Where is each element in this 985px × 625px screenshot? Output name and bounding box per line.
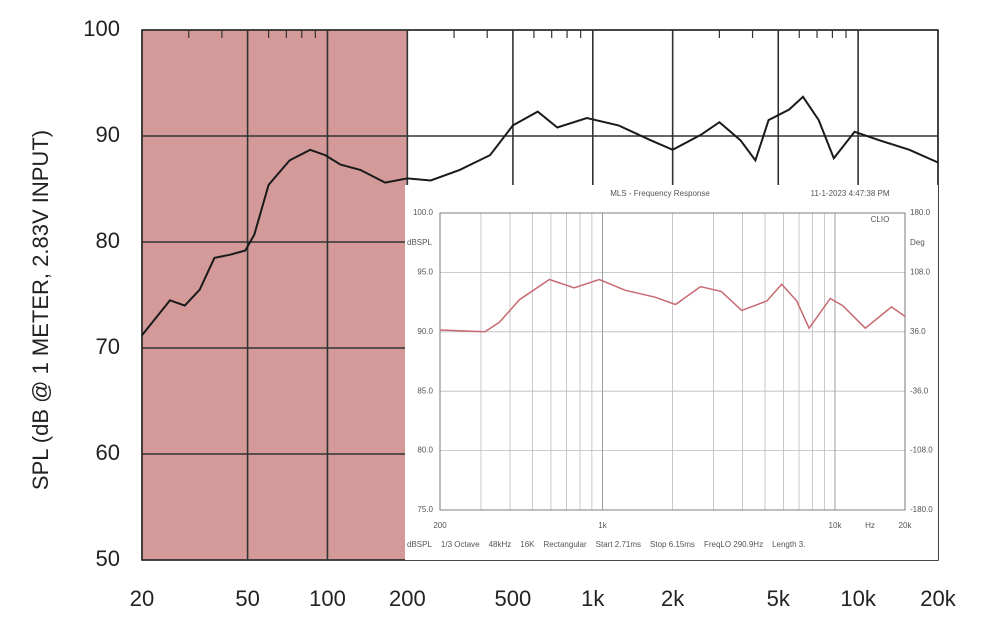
y2-tick-label: 108.0 [910,268,931,277]
x-tick-label: 50 [235,586,259,611]
footer-item: FreqLO 290.9Hz [704,540,763,549]
y-tick-label: 100 [83,16,120,41]
y-tick-label: 95.0 [417,268,433,277]
y2-tick-label: -108.0 [910,446,933,455]
x-tick-label: 200 [433,521,447,530]
y-tick-label: 50 [96,546,120,571]
x-tick-label: 10k [829,521,843,530]
y2-tick-label: 36.0 [910,327,926,336]
x-tick-label: 200 [389,586,426,611]
footer-item: Length 3. [772,540,805,549]
inset-response-line [439,278,906,333]
x-tick-label: 1k [598,521,607,530]
footer-item: Stop 6.15ms [650,540,695,549]
y-tick-label: 75.0 [417,505,433,514]
x-tick-label: 20k [899,521,913,530]
x-tick-label: 10k [840,586,876,611]
y-axis-label: dBSPL [407,238,432,247]
x-tick-label: 500 [495,586,532,611]
y2-tick-label: -36.0 [910,386,929,395]
footer-item: 48kHz [489,540,512,549]
y2-axis-label: Deg [910,238,925,247]
y-tick-label: 85.0 [417,386,433,395]
response-line [141,95,939,336]
inset-title: MLS - Frequency Response [610,189,710,198]
x-tick-label: 2k [661,586,685,611]
x-tick-label: 1k [581,586,605,611]
y2-tick-label: 180.0 [910,208,931,217]
y-tick-label: 60 [96,440,120,465]
inset-footer: dBSPL 1/3 Octave 48kHz 16K Rectangular Start … [407,540,805,549]
footer-item: 1/3 Octave [441,540,480,549]
footer-item: 16K [520,540,535,549]
inset-plot-border [439,212,906,511]
y-tick-label: 100.0 [413,208,434,217]
x-tick-label: 100 [309,586,346,611]
x-tick-label: 5k [767,586,791,611]
x-tick-label: 20 [130,586,154,611]
footer-item: Rectangular [544,540,587,549]
x-tick-label: 20k [920,586,956,611]
y-tick-label: 70 [96,334,120,359]
y-axis-label: SPL (dB @ 1 METER, 2.83V INPUT) [28,130,53,490]
inset-subtitle: 11-1-2023 4:47:38 PM [810,189,889,198]
brand: CLIO [871,215,890,224]
y-tick-label: 80 [96,228,120,253]
y-tick-label: 90.0 [417,327,433,336]
y-tick-label: 90 [96,122,120,147]
y-tick-label: 80.0 [417,446,433,455]
footer-item: dBSPL [407,540,432,549]
x-axis-label: Hz [865,521,875,530]
shaded-region [142,30,408,560]
y2-tick-label: -180.0 [910,505,933,514]
inset-background [405,185,938,560]
inset: MLS - Frequency Response 11-1-2023 4:47:3… [405,185,938,560]
footer-item: Start 2.71ms [596,540,641,549]
